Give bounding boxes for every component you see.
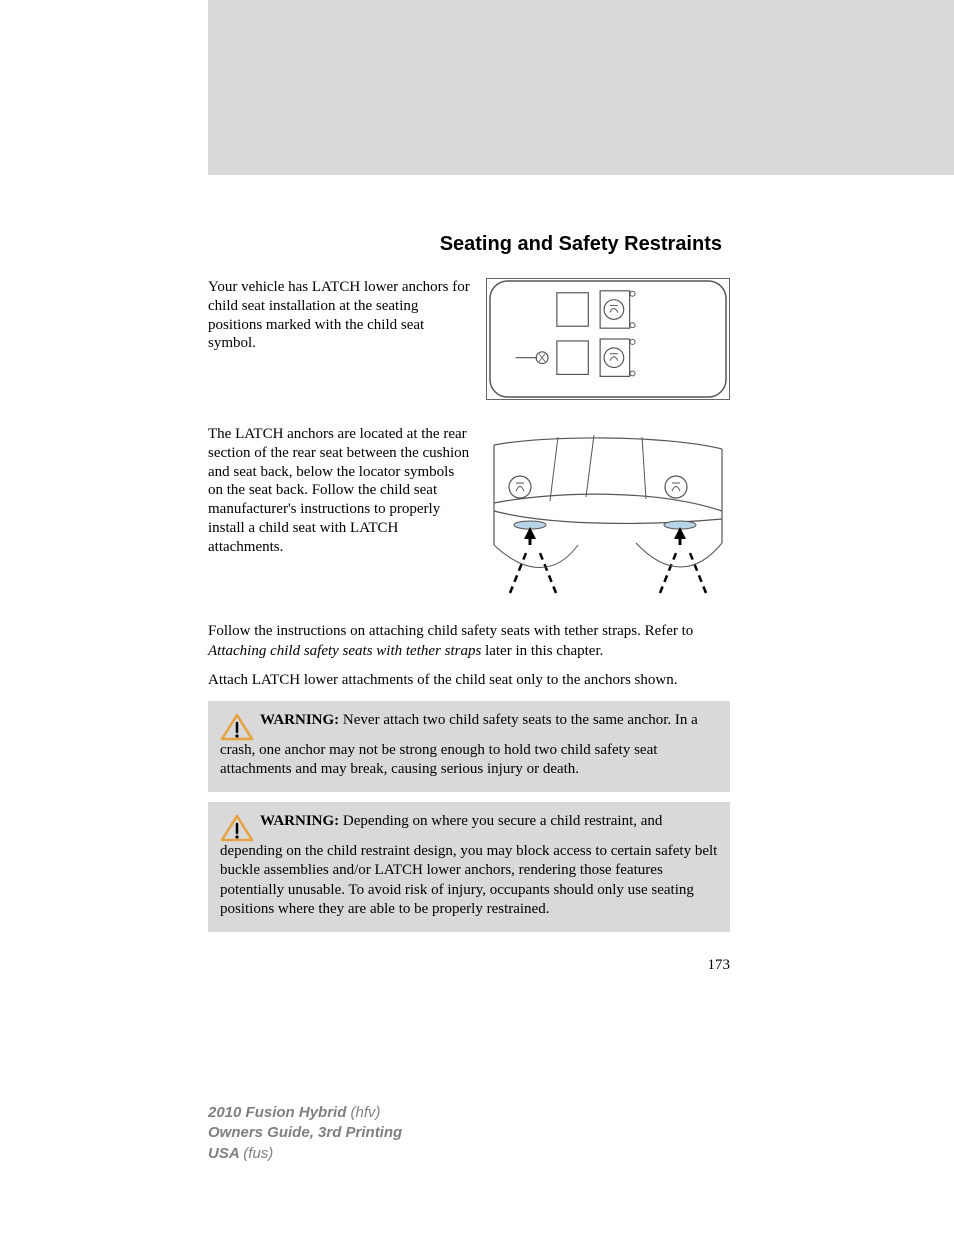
para-2: The LATCH anchors are located at the rea…	[208, 425, 470, 602]
figure-2-container	[486, 425, 730, 602]
footer-model-code: (hfv)	[351, 1104, 381, 1121]
footer-line-1: 2010 Fusion Hybrid (hfv)	[208, 1103, 402, 1123]
para-3-italic: Attaching child safety seats with tether…	[208, 643, 481, 659]
footer-region: USA	[208, 1145, 243, 1162]
para-1: Your vehicle has LATCH lower anchors for…	[208, 278, 470, 405]
block-2: The LATCH anchors are located at the rea…	[208, 425, 730, 602]
page-content: Seating and Safety Restraints Your vehic…	[208, 233, 730, 942]
section-title: Seating and Safety Restraints	[208, 233, 730, 256]
para-3a: Follow the instructions on attaching chi…	[208, 623, 693, 639]
page-number: 173	[708, 957, 731, 974]
footer-region-code: (fus)	[243, 1145, 273, 1162]
warning-2-label: WARNING:	[260, 813, 339, 829]
warning-box-1: WARNING: Never attach two child safety s…	[208, 701, 730, 792]
warning-triangle-icon	[220, 814, 254, 842]
para-3: Follow the instructions on attaching chi…	[208, 622, 730, 661]
header-background	[208, 0, 954, 175]
footer: 2010 Fusion Hybrid (hfv) Owners Guide, 3…	[208, 1103, 402, 1164]
warning-box-2: WARNING: Depending on where you secure a…	[208, 802, 730, 932]
footer-line-2: Owners Guide, 3rd Printing	[208, 1123, 402, 1143]
footer-line-3: USA (fus)	[208, 1144, 402, 1164]
warning-1-label: WARNING:	[260, 712, 339, 728]
latch-anchor-location-diagram	[486, 425, 730, 597]
warning-triangle-icon	[220, 713, 254, 741]
para-4: Attach LATCH lower attachments of the ch…	[208, 671, 730, 691]
block-1: Your vehicle has LATCH lower anchors for…	[208, 278, 730, 405]
figure-1-container	[486, 278, 730, 405]
para-3b: later in this chapter.	[481, 643, 603, 659]
latch-positions-diagram	[486, 278, 730, 400]
footer-model: 2010 Fusion Hybrid	[208, 1104, 351, 1121]
